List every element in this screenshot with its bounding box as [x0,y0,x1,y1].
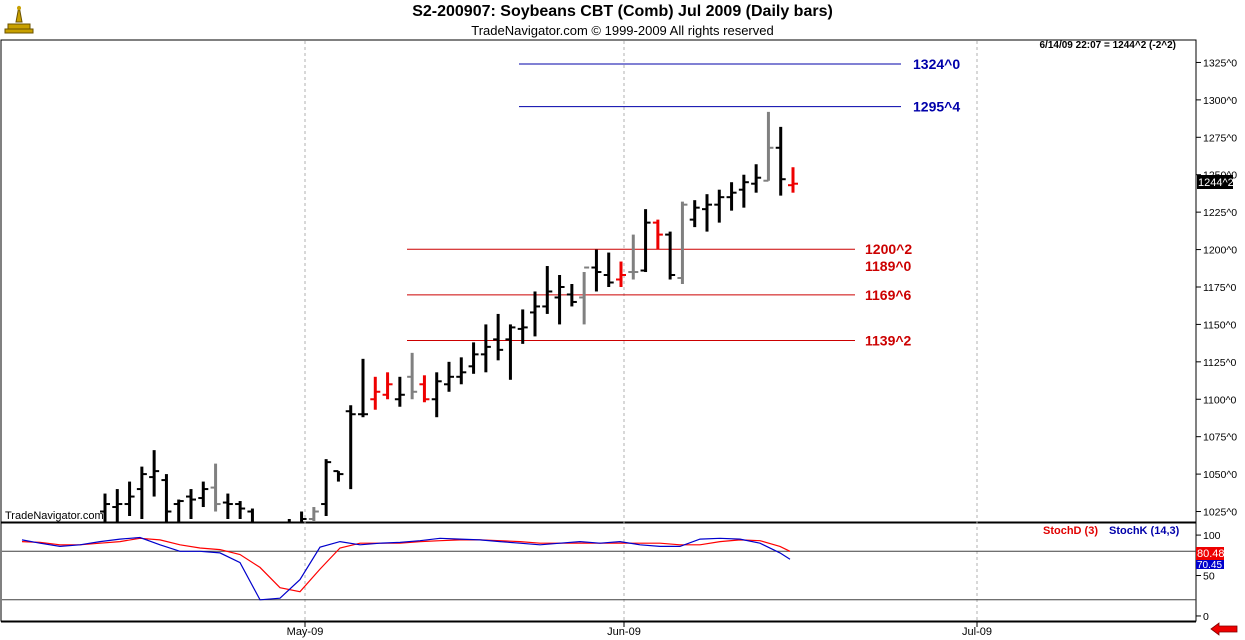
ohlc-bar [517,309,528,344]
y-tick-label: 1275^0 [1203,132,1237,144]
ohlc-bar [738,174,749,208]
ohlc-bar [714,189,725,223]
stochd-last-box [1196,547,1224,560]
ohlc-bar [456,357,467,385]
stochk-legend: StochK (14,3) [1109,525,1180,537]
ohlc-bar [530,291,540,337]
ohlc-bar [419,375,430,403]
price-panel-frame [0,39,1197,523]
ohlc-bar [186,489,196,520]
x-tick-label: May-09 [287,626,324,638]
ohlc-bar [554,275,565,325]
scroll-left-arrow-icon[interactable] [1209,622,1239,636]
chart-header: S2-200907: Soybeans CBT (Comb) Jul 2009 … [0,0,1245,40]
y-tick-label: 1175^0 [1203,282,1237,294]
ohlc-bar [505,324,516,380]
ohlc-bar [652,219,663,250]
ohlc-bar [370,376,381,410]
ohlc-bar [100,493,110,522]
stoch-series-line [21,536,791,601]
ohlc-bar [603,252,614,287]
ohlc-bar [726,182,737,211]
stoch-y-tick-label: 100 [1203,530,1221,542]
x-tick-label: Jul-09 [962,626,992,638]
price-level-label: 1200^2 [865,241,912,257]
ohlc-bar [579,266,590,325]
y-tick-label: 1300^0 [1203,95,1237,107]
y-tick-label: 1200^0 [1203,245,1237,257]
y-tick-label: 1100^0 [1203,394,1237,406]
ohlc-bar [149,450,160,497]
last-price-box [1197,175,1233,189]
ohlc-bar [308,507,319,522]
price-level-label: 1324^0 [913,56,960,72]
y-tick-label: 1325^0 [1203,57,1237,69]
stochk-last-box [1196,560,1224,569]
ohlc-bar [358,358,368,418]
ohlc-bar [112,489,123,522]
ohlc-bar [382,372,393,400]
ohlc-bar [136,466,147,520]
ohlc-bar [542,266,553,314]
stochk-last-value: 70.45 [1197,560,1222,571]
stochd-legend: StochD (3) [1043,525,1098,537]
price-level-label: 1295^4 [913,99,960,115]
ohlc-bar [431,372,442,418]
ohlc-bar [333,470,344,482]
last-price-label: 1244^2 [1198,177,1234,189]
ohlc-bar [210,463,221,512]
ohlc-bar [591,249,602,292]
ohlc-bar [751,164,762,193]
ohlc-bar [407,352,418,400]
ohlc-bar [493,313,504,361]
ohlc-bar [345,405,356,490]
chart-subtitle: TradeNavigator.com © 1999-2009 All right… [471,23,774,38]
ohlc-bar [235,501,246,520]
ohlc-bar [161,474,172,522]
ohlc-bar [775,126,786,196]
ohlc-bar [702,194,712,232]
ohlc-bar [763,111,774,182]
ohlc-bar [124,481,135,517]
ohlc-bar [468,342,479,374]
ohlc-bar [689,200,700,228]
ohlc-bar [788,167,798,193]
chart-title: S2-200907: Soybeans CBT (Comb) Jul 2009 … [412,3,833,20]
ohlc-bar [198,481,209,508]
y-tick-label: 1025^0 [1203,507,1237,519]
stoch-y-tick-label: 50 [1203,571,1215,583]
stoch-panel-frame [0,522,1197,622]
price-level-label: 1139^2 [865,333,912,349]
ohlc-bar [480,324,491,373]
trade-navigator-logo-icon [4,5,34,34]
ohlc-bar [444,361,454,392]
ohlc-bar [321,459,332,517]
ohlc-bar [640,209,651,273]
watermark-text: TradeNavigator.com [5,510,104,522]
y-tick-label: 1125^0 [1203,357,1237,369]
ohlc-bar [566,283,577,307]
ohlc-bar [300,511,307,522]
y-tick-label: 1225^0 [1203,207,1237,219]
stoch-y-tick-label: 0 [1203,611,1209,623]
ohlc-bar [616,261,626,287]
price-level-label: 1169^6 [865,287,912,303]
ohlc-bar [677,201,688,284]
ohlc-bar [665,231,676,280]
status-readout: 6/14/09 22:07 = 1244^2 (-2^2) [1040,40,1177,51]
stoch-series-line [21,537,791,593]
y-tick-label: 1075^0 [1203,432,1237,444]
ohlc-bar [247,508,254,522]
ohlc-bar [173,499,184,522]
ohlc-bar [394,376,405,407]
ohlc-bar [628,234,639,280]
price-level-label: 1189^0 [865,258,912,274]
x-tick-label: Jun-09 [607,626,641,638]
y-tick-label: 1150^0 [1203,319,1237,331]
ohlc-bar [222,493,233,520]
stochd-last-value: 80.48 [1197,548,1225,560]
y-tick-label: 1050^0 [1203,469,1237,481]
